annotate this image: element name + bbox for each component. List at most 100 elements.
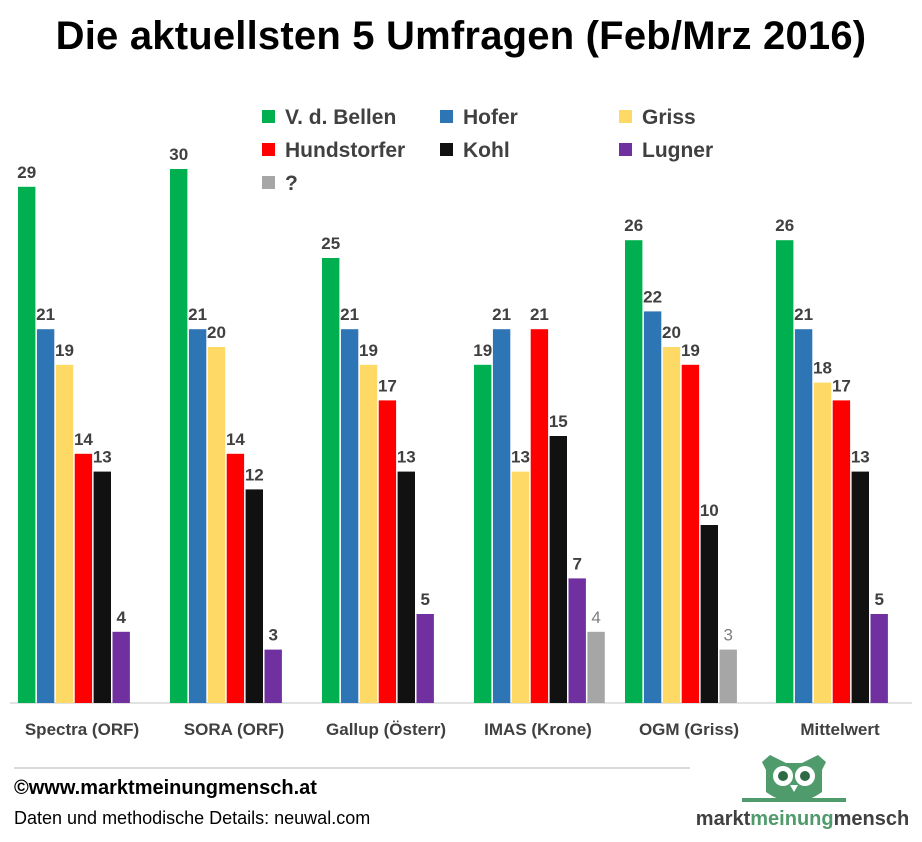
bar-mittelwert-kohl <box>851 471 869 703</box>
value-label-gallup-sterr-lugner: 5 <box>420 590 429 609</box>
footer-divider <box>14 767 690 769</box>
bar-ogm-griss-griss <box>662 347 681 703</box>
bar-ogm-griss-hofer <box>643 311 662 703</box>
bar-mittelwert-hundstorfer <box>832 400 851 703</box>
bar-spectra-orf-griss <box>55 364 74 703</box>
value-label-sora-orf-lugner: 3 <box>268 626 277 645</box>
legend: V. d. Bellen Hofer Griss Hundstorfer Kohl Lug… <box>262 106 713 195</box>
value-label-gallup-sterr-kohl: 13 <box>397 448 416 467</box>
brand-logo: marktmeinungmensch <box>690 754 915 838</box>
chart-title: Die aktuellsten 5 Umfragen (Feb/Mrz 2016… <box>55 14 867 58</box>
value-label-imas-krone-griss: 13 <box>511 448 530 467</box>
legend-label-kohl: Kohl <box>463 139 510 162</box>
bar-gallup-sterr-hofer <box>340 329 359 703</box>
bar-imas-krone-griss <box>511 471 530 703</box>
value-label-mittelwert-hundstorfer: 17 <box>832 376 851 395</box>
bar-spectra-orf-kohl <box>93 471 111 703</box>
bar-ogm-griss-unknown <box>719 649 737 703</box>
value-label-gallup-sterr-hofer: 21 <box>340 305 359 324</box>
value-label-ogm-griss-kohl: 10 <box>700 501 719 520</box>
value-label-mittelwert-kohl: 13 <box>851 448 870 467</box>
value-label-ogm-griss-griss: 20 <box>662 323 681 342</box>
legend-swatch-unknown <box>262 176 275 189</box>
value-label-sora-orf-kohl: 12 <box>245 465 264 484</box>
value-label-gallup-sterr-griss: 19 <box>359 341 378 360</box>
value-label-spectra-orf-lugner: 4 <box>116 608 126 627</box>
value-label-sora-orf-hofer: 21 <box>188 305 207 324</box>
bar-imas-krone-lugner <box>568 578 586 703</box>
bar-ogm-griss-kohl <box>700 525 718 703</box>
bar-spectra-orf-v-d-bellen <box>18 186 36 704</box>
bar-mittelwert-lugner <box>870 614 888 703</box>
bar-gallup-sterr-kohl <box>397 471 415 703</box>
bar-imas-krone-hofer <box>492 329 511 703</box>
bar-imas-krone-kohl <box>549 436 567 703</box>
value-label-mittelwert-hofer: 21 <box>794 305 813 324</box>
legend-label-lugner: Lugner <box>642 139 713 162</box>
bar-mittelwert-v-d-bellen <box>776 240 794 703</box>
value-label-ogm-griss-unknown: 3 <box>723 626 732 645</box>
bar-chart: 2921191413430212014123252119171351921132… <box>10 106 912 739</box>
brand-word-2: meinung <box>750 808 834 830</box>
brand-word-3: mensch <box>833 808 910 830</box>
x-tick-ogm-griss: OGM (Griss) <box>639 720 739 739</box>
legend-swatch-kohl <box>440 143 453 156</box>
value-label-sora-orf-hundstorfer: 14 <box>226 430 245 449</box>
bar-mittelwert-griss <box>813 382 832 703</box>
value-label-gallup-sterr-hundstorfer: 17 <box>378 376 397 395</box>
value-label-ogm-griss-hofer: 22 <box>643 287 662 306</box>
footer-source: Daten und methodische Details: neuwal.co… <box>14 808 371 828</box>
bar-sora-orf-hundstorfer <box>226 453 245 703</box>
legend-swatch-griss <box>619 110 632 123</box>
brand-word-1: markt <box>695 808 751 830</box>
value-label-sora-orf-v-d-bellen: 30 <box>169 145 188 164</box>
x-tick-spectra-orf: Spectra (ORF) <box>25 720 139 739</box>
bar-ogm-griss-hundstorfer <box>681 364 700 703</box>
legend-label-hundstorfer: Hundstorfer <box>285 139 405 162</box>
x-tick-labels-layer: Spectra (ORF) SORA (ORF) Gallup (Österr) IM… <box>25 720 880 739</box>
bar-mittelwert-hofer <box>794 329 813 703</box>
x-tick-gallup-sterr: Gallup (Österr) <box>326 720 446 739</box>
value-label-imas-krone-v-d-bellen: 19 <box>473 341 492 360</box>
bar-gallup-sterr-griss <box>359 364 378 703</box>
value-label-mittelwert-v-d-bellen: 26 <box>775 216 794 235</box>
value-label-imas-krone-hofer: 21 <box>492 305 511 324</box>
value-label-gallup-sterr-v-d-bellen: 25 <box>321 234 340 253</box>
bar-gallup-sterr-lugner <box>416 614 434 703</box>
footer-copyright: ©www.marktmeinungmensch.at <box>14 777 317 799</box>
x-tick-sora-orf: SORA (ORF) <box>184 720 284 739</box>
value-labels-layer: 2921191413430212014123252119171351921132… <box>17 145 884 645</box>
legend-label-v-d-bellen: V. d. Bellen <box>285 106 396 129</box>
bar-spectra-orf-hofer <box>36 329 55 703</box>
value-label-mittelwert-lugner: 5 <box>874 590 883 609</box>
bar-spectra-orf-lugner <box>112 631 130 703</box>
value-label-spectra-orf-v-d-bellen: 29 <box>17 163 36 182</box>
bar-imas-krone-unknown <box>587 631 605 703</box>
value-label-imas-krone-kohl: 15 <box>549 412 568 431</box>
brand-wordmark: marktmeinungmensch <box>690 808 915 831</box>
value-label-imas-krone-lugner: 7 <box>572 554 581 573</box>
value-label-mittelwert-griss: 18 <box>813 359 832 378</box>
legend-label-griss: Griss <box>642 106 696 129</box>
legend-swatch-lugner <box>619 143 632 156</box>
bar-sora-orf-v-d-bellen <box>170 169 188 703</box>
legend-swatch-hundstorfer <box>262 143 275 156</box>
value-label-imas-krone-unknown: 4 <box>591 608 600 627</box>
value-label-spectra-orf-hofer: 21 <box>36 305 55 324</box>
value-label-ogm-griss-v-d-bellen: 26 <box>624 216 643 235</box>
legend-swatch-v-d-bellen <box>262 110 275 123</box>
bar-imas-krone-hundstorfer <box>530 329 549 703</box>
bar-spectra-orf-hundstorfer <box>74 453 93 703</box>
value-label-spectra-orf-griss: 19 <box>55 341 74 360</box>
bar-ogm-griss-v-d-bellen <box>625 240 643 703</box>
bar-sora-orf-hofer <box>188 329 207 703</box>
bar-sora-orf-kohl <box>245 489 263 703</box>
bars-layer <box>18 169 888 704</box>
legend-label-unknown: ? <box>285 172 298 195</box>
value-label-imas-krone-hundstorfer: 21 <box>530 305 549 324</box>
bar-gallup-sterr-hundstorfer <box>378 400 397 703</box>
x-tick-mittelwert: Mittelwert <box>800 720 880 739</box>
legend-label-hofer: Hofer <box>463 106 518 129</box>
owl-icon <box>742 755 846 802</box>
bar-sora-orf-lugner <box>264 649 282 703</box>
